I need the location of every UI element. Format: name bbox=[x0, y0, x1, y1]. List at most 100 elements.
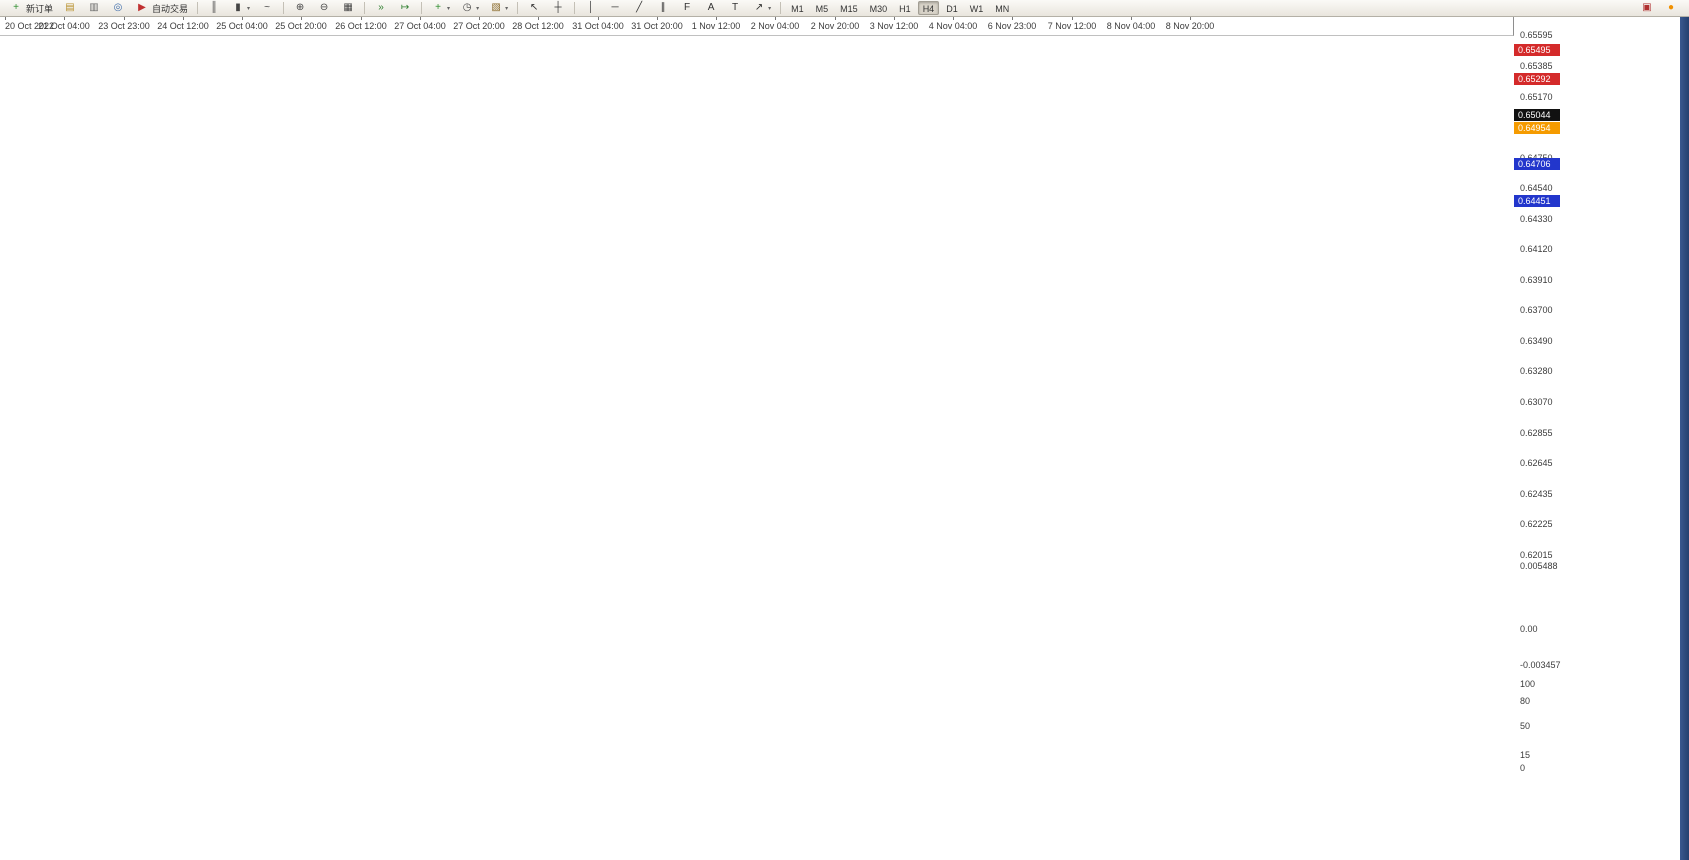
horizontal-line-button[interactable]: ─ bbox=[603, 1, 627, 16]
price-level-badge[interactable]: 0.64706 bbox=[1514, 158, 1560, 170]
time-tick bbox=[538, 17, 539, 20]
vertical-line-icon: │ bbox=[587, 2, 595, 13]
price-tick-label: 0.64750 bbox=[1520, 153, 1553, 163]
market-watch-button[interactable]: ▤ bbox=[58, 1, 82, 16]
timeframe-M5[interactable]: M5 bbox=[815, 4, 829, 14]
price-tick-label: 0.62435 bbox=[1520, 488, 1553, 499]
time-tick bbox=[1012, 17, 1013, 20]
time-axis-label: 25 Oct 04:00 bbox=[216, 21, 268, 31]
dropdown-caret-icon: ▾ bbox=[247, 5, 251, 12]
indicators-button[interactable]: + ▾ bbox=[426, 1, 455, 16]
price-tick-label: 0.62225 bbox=[1520, 519, 1553, 530]
time-axis-label: 23 Oct 23:00 bbox=[98, 21, 150, 31]
autotrading-label: 自动交易 bbox=[152, 3, 189, 14]
channel-icon: ∥ bbox=[660, 2, 666, 13]
right-dock-bar[interactable] bbox=[1680, 17, 1689, 860]
periods-button[interactable]: ◷ ▾ bbox=[455, 1, 484, 16]
price-axis[interactable]: 0.655950.653850.651700.649600.647500.645… bbox=[1514, 17, 1680, 860]
data-window-button[interactable]: ▥ bbox=[82, 1, 106, 16]
time-tick bbox=[479, 17, 480, 20]
time-axis-label: 8 Nov 04:00 bbox=[1106, 21, 1156, 31]
price-tick-label: 0.65170 bbox=[1520, 91, 1553, 102]
navigator-button[interactable]: ◎ bbox=[106, 1, 130, 16]
label-button[interactable]: T bbox=[723, 1, 747, 16]
channel-button[interactable]: ∥ bbox=[651, 1, 675, 16]
price-level-badge[interactable]: 0.65292 bbox=[1514, 73, 1560, 85]
autotrading-button[interactable]: ▶ 自动交易 bbox=[130, 1, 193, 16]
toolbar-separator bbox=[197, 2, 199, 14]
price-level-badge[interactable]: 0.64451 bbox=[1514, 195, 1560, 207]
bar-chart-button[interactable]: ║ bbox=[202, 1, 226, 16]
crosshair-button[interactable]: ┼ bbox=[546, 1, 570, 16]
time-tick bbox=[657, 17, 658, 20]
autotrading-icon: ▶ bbox=[138, 2, 146, 13]
new-order-button[interactable]: + 新订单 bbox=[4, 1, 58, 16]
timeframe-D1[interactable]: D1 bbox=[946, 4, 958, 14]
time-tick bbox=[835, 17, 836, 20]
time-axis-label: 25 Oct 20:00 bbox=[275, 21, 327, 31]
alert-badge-button[interactable]: ● bbox=[1659, 1, 1683, 16]
price-level-badge[interactable]: 0.65495 bbox=[1514, 44, 1560, 56]
horizontal-line-icon: ─ bbox=[611, 2, 619, 13]
price-tick-label: 0.64540 bbox=[1520, 183, 1553, 194]
price-tick-label: 0.63700 bbox=[1520, 305, 1553, 316]
time-axis-label: 3 Nov 12:00 bbox=[869, 21, 919, 31]
timeframe-W1[interactable]: W1 bbox=[969, 4, 984, 14]
chart-shift-button[interactable]: ↦ bbox=[393, 1, 417, 16]
macd-tick-label: 0.00 bbox=[1520, 624, 1538, 634]
cursor-button[interactable]: ↖ bbox=[522, 1, 546, 16]
time-axis-label: 1 Nov 12:00 bbox=[691, 21, 741, 31]
time-axis-label: 2 Nov 04:00 bbox=[750, 21, 800, 31]
fibonacci-icon: F bbox=[684, 2, 691, 13]
data-window-icon: ▥ bbox=[89, 2, 99, 13]
line-chart-button[interactable]: ~ bbox=[255, 1, 279, 16]
candlestick-chart-icon: ▮ bbox=[235, 2, 241, 13]
text-button[interactable]: A bbox=[699, 1, 723, 16]
timeframe-H4[interactable]: H4 bbox=[917, 1, 940, 15]
timeframe-M30[interactable]: M30 bbox=[869, 4, 888, 14]
fibonacci-button[interactable]: F bbox=[675, 1, 699, 16]
arrow-objects-button[interactable]: ↗ ▾ bbox=[747, 1, 776, 16]
price-tick-label: 0.63910 bbox=[1520, 274, 1553, 285]
toolbar-separator bbox=[283, 2, 285, 14]
toolbar-right-icons: ▣ ● bbox=[1635, 1, 1683, 16]
timeframe-buttons: M1 M5 M15 M30 H1 H4 D1 W1 MN bbox=[785, 1, 1015, 15]
time-axis-label: 28 Oct 12:00 bbox=[512, 21, 564, 31]
price-tick-label: 0.63280 bbox=[1520, 366, 1553, 377]
candlestick-chart-button[interactable]: ▮ ▾ bbox=[226, 1, 255, 16]
crosshair-icon: ┼ bbox=[554, 2, 562, 13]
zoom-out-button[interactable]: ⊖ bbox=[312, 1, 336, 16]
zoom-in-button[interactable]: ⊕ bbox=[288, 1, 312, 16]
macd-tick-label: -0.003457 bbox=[1520, 660, 1561, 670]
auto-scroll-button[interactable]: » bbox=[369, 1, 393, 16]
templates-button[interactable]: ▧ ▾ bbox=[484, 1, 513, 16]
text-icon: A bbox=[707, 2, 715, 13]
auto-scroll-icon: » bbox=[378, 2, 384, 13]
timeframe-M1[interactable]: M1 bbox=[791, 4, 804, 14]
toolbar-separator bbox=[780, 2, 782, 14]
rsi-tick-label: 50 bbox=[1520, 721, 1531, 731]
time-axis-label: 31 Oct 20:00 bbox=[631, 21, 683, 31]
vertical-line-button[interactable]: │ bbox=[579, 1, 603, 16]
time-axis[interactable]: 20 Oct 2022 21 Oct 04:00 23 Oct 23:00 24 Oc… bbox=[0, 17, 1514, 36]
trendline-button[interactable]: ╱ bbox=[627, 1, 651, 16]
rsi-tick-label: 0 bbox=[1520, 763, 1526, 773]
price-tick-label: 0.63490 bbox=[1520, 335, 1553, 346]
tile-windows-button[interactable]: ▦ bbox=[336, 1, 360, 16]
price-level-badge[interactable]: 0.64954 bbox=[1514, 122, 1560, 134]
timeframe-H1[interactable]: H1 bbox=[899, 4, 911, 14]
time-tick bbox=[361, 17, 362, 20]
rsi-tick-label: 80 bbox=[1520, 695, 1531, 706]
time-tick bbox=[716, 17, 717, 20]
time-axis-label: 2 Nov 20:00 bbox=[810, 21, 860, 31]
chart-window-button[interactable]: ▣ bbox=[1635, 1, 1659, 16]
zoom-out-icon: ⊖ bbox=[319, 2, 329, 13]
rsi-tick-label: 100 bbox=[1520, 679, 1536, 689]
timeframe-M15[interactable]: M15 bbox=[840, 4, 858, 14]
time-axis-label: 8 Nov 20:00 bbox=[1165, 21, 1215, 31]
tile-windows-icon: ▦ bbox=[343, 2, 353, 13]
time-axis-label: 21 Oct 04:00 bbox=[38, 21, 90, 31]
dropdown-caret-icon: ▾ bbox=[447, 5, 451, 12]
timeframe-MN[interactable]: MN bbox=[995, 4, 1010, 14]
toolbar-separator bbox=[517, 2, 519, 14]
